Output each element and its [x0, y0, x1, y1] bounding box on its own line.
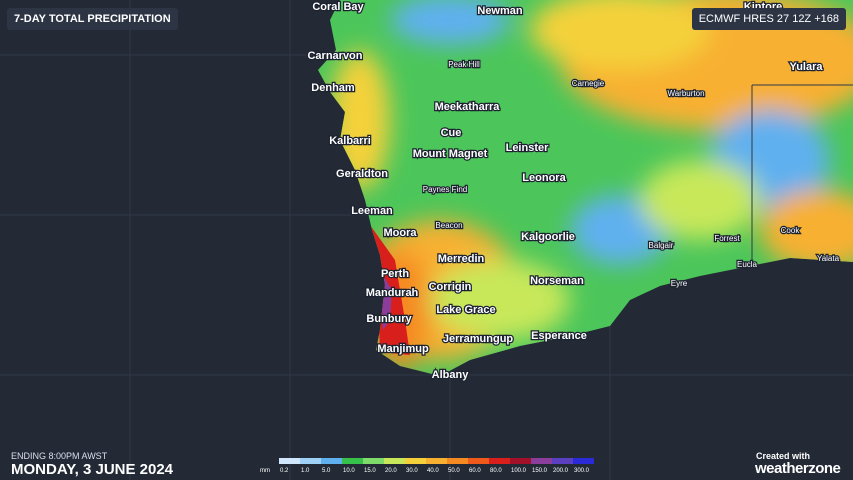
town-label: Denham	[311, 82, 355, 94]
legend-label: 0.2	[280, 468, 289, 474]
town-label: Leonora	[522, 172, 566, 184]
town-label: Norseman	[530, 275, 584, 287]
town-label: Merredin	[438, 253, 485, 265]
legend-swatch	[426, 458, 447, 464]
minor-town-label: Warburton	[667, 89, 704, 98]
town-label: Cue	[441, 127, 462, 139]
legend-swatch	[321, 458, 342, 464]
legend-swatch	[531, 458, 552, 464]
legend-swatch	[468, 458, 489, 464]
town-label: Moora	[384, 227, 418, 239]
legend-swatch	[405, 458, 426, 464]
town-label: Jerramungup	[443, 333, 514, 345]
minor-town-label: Forrest	[714, 234, 740, 243]
legend-label: 5.0	[322, 468, 331, 474]
legend-label: 150.0	[532, 468, 548, 474]
town-label: Yulara	[789, 61, 823, 73]
minor-town-label: Eucla	[737, 260, 758, 269]
model-badge: ECMWF HRES 27 12Z +168	[691, 8, 846, 30]
town-label: Carnarvon	[307, 50, 362, 62]
minor-town-label: Cook	[781, 226, 801, 235]
created-with: Created with	[756, 451, 811, 461]
town-label: Leinster	[506, 142, 550, 154]
town-label: Geraldton	[336, 168, 388, 180]
town-label: Corrigin	[429, 281, 472, 293]
minor-town-label: Eyre	[671, 279, 688, 288]
legend-swatch	[300, 458, 321, 464]
legend-swatch	[279, 458, 300, 464]
legend-label: 15.0	[364, 468, 376, 474]
legend-label: 20.0	[385, 468, 397, 474]
minor-town-label: Beacon	[435, 221, 462, 230]
legend-swatch	[489, 458, 510, 464]
legend-swatch	[342, 458, 363, 464]
minor-town-label: Carnegie	[572, 79, 605, 88]
date: MONDAY, 3 JUNE 2024	[11, 461, 174, 478]
legend-label: 10.0	[343, 468, 355, 474]
town-label: Manjimup	[377, 343, 429, 355]
brand-logo: weatherzone	[755, 460, 841, 477]
legend-swatch	[510, 458, 531, 464]
legend-label: 30.0	[406, 468, 418, 474]
ending-time: ENDING 8:00PM AWST	[11, 451, 108, 461]
legend-label: 1.0	[301, 468, 310, 474]
town-label: Coral Bay	[312, 1, 364, 13]
town-label: Albany	[432, 369, 470, 381]
legend-label: 300.0	[574, 468, 590, 474]
town-label: Perth	[381, 268, 409, 280]
legend-label: 50.0	[448, 468, 460, 474]
legend-unit: mm	[260, 468, 270, 474]
legend-label: 60.0	[469, 468, 481, 474]
minor-town-label: Peak Hill	[448, 60, 480, 69]
legend-swatch	[384, 458, 405, 464]
town-label: Kalgoorlie	[521, 231, 575, 243]
town-label: Lake Grace	[436, 304, 495, 316]
legend-swatch	[447, 458, 468, 464]
legend-label: 200.0	[553, 468, 569, 474]
town-label: Esperance	[531, 330, 587, 342]
legend-label: 40.0	[427, 468, 439, 474]
town-label: Leeman	[351, 205, 393, 217]
town-label: Kalbarri	[329, 135, 371, 147]
legend-label: 100.0	[511, 468, 527, 474]
town-label: Mount Magnet	[413, 148, 488, 160]
legend-label: 80.0	[490, 468, 502, 474]
town-label: Newman	[477, 5, 523, 17]
minor-town-label: Paynes Find	[423, 185, 467, 194]
legend-swatch	[552, 458, 573, 464]
minor-town-label: Balgair	[649, 241, 674, 250]
town-label: Bunbury	[366, 313, 412, 325]
minor-town-label: Yalata	[817, 254, 840, 263]
title-badge: 7-DAY TOTAL PRECIPITATION	[7, 8, 178, 30]
legend-swatch	[573, 458, 594, 464]
legend-swatch	[363, 458, 384, 464]
town-label: Mandurah	[366, 287, 419, 299]
town-label: Meekatharra	[435, 101, 501, 113]
